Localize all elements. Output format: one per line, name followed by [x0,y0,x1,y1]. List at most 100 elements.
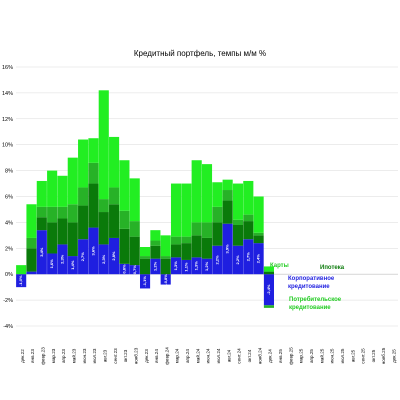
bar-segment [47,170,58,207]
bar-segment [26,248,37,272]
x-tick-label: дек.25 [392,349,397,363]
data-label: -2,4% [266,284,271,295]
data-label: 3,4% [39,247,44,257]
x-tick-label: февр.23 [41,347,46,365]
legend-entry: Потребительское [289,296,342,303]
bar-segment [181,259,192,275]
bar-segment [232,224,244,246]
bar-segment [160,258,171,275]
y-tick-label: -4% [3,324,13,330]
bar-segment [191,257,202,275]
x-tick-label: июн.23 [82,348,87,363]
chart-title: Кредитный портфель, темпы м/м % [134,49,266,58]
data-label: -1,0% [18,275,23,286]
bar-segment [88,162,99,184]
bar-segment [78,239,89,275]
y-tick-label: 0% [5,272,13,278]
bar-segment [119,228,130,264]
data-label: -1,1% [142,276,147,287]
x-tick-label: дек.23 [144,349,149,363]
bar-segment [181,183,192,237]
data-label: 0,8% [121,264,126,274]
bar-segment [160,256,171,259]
x-tick-label: янв.25 [278,349,283,363]
bar-segment [201,164,213,223]
data-label: 0,7% [132,265,137,275]
y-axis: -4% -2% 0% 2% 4% 6% 8% 10% 12% 14% 16% [2,65,13,330]
x-tick-label: май.25 [318,348,324,363]
x-tick-label: февр.24 [164,347,169,365]
bar-segment [67,222,78,257]
bar-segment [129,265,140,275]
x-tick-label: дек.22 [20,349,25,363]
bar-segment [67,256,78,275]
bar-segment [109,187,120,205]
bar-segment [88,227,99,275]
x-tick-label: июн.25 [330,348,335,363]
x-tick-label: июл.24 [216,348,221,363]
x-tick-label: нояб.25 [381,347,386,364]
bar-segment [47,253,58,275]
bar-segment [16,265,27,275]
x-tick-label: мар.24 [175,348,180,363]
x-tick-label: окт.25 [371,349,376,362]
bar-segment [201,258,213,275]
data-label: 2,7% [245,252,250,262]
y-tick-label: 12% [2,117,13,123]
bar-segment [150,245,161,259]
y-tick-label: 4% [5,220,13,226]
bar-segment [109,237,120,275]
y-tick-label: 10% [2,143,13,149]
x-tick-label: нояб.24 [257,347,262,364]
bar-segment [98,90,109,200]
bar-segment [212,182,223,207]
data-label: 2,8% [111,251,116,261]
bar-segment [243,180,254,215]
data-label: 1,2% [204,261,209,271]
bar-segment [139,256,151,259]
bar-segment [232,245,244,275]
x-tick-label: апр.24 [185,349,190,363]
bar-segment [243,221,254,240]
bar-segment [201,237,213,259]
bar-segment [98,244,109,275]
bar-segment [263,274,275,306]
x-tick-label: сент.25 [361,348,366,364]
x-tick-label: авг.25 [350,349,355,362]
data-label: 2,2% [214,255,219,265]
x-tick-label: сент.24 [237,348,242,364]
legend-entry: кредитование [289,305,331,311]
bar-segment [78,139,89,188]
data-label: 2,7% [80,252,85,262]
bar-segment [57,244,68,275]
bar-segment [67,204,78,223]
bar-segment [160,274,171,285]
bar-segment [129,178,140,222]
bar-segment [170,244,182,258]
bar-segment [222,223,233,275]
data-label: 2,3% [60,254,65,264]
data-label: 2,3% [101,254,106,264]
bar-segment [109,136,120,188]
x-tick-label: янв.24 [154,349,159,363]
bar-segment [212,222,223,246]
bar-segment [119,263,130,275]
data-label: 2,2% [235,255,240,265]
bar-segment [36,180,47,207]
y-tick-label: 8% [5,169,13,175]
legend: Карты Ипотека Корпоративное кредитование Пот… [270,263,345,311]
bar-segment [263,266,275,272]
x-axis: дек.22 янв.23 февр.23 мар.23 апр.23 май.23 июн… [20,347,397,365]
bar-segment [139,274,151,289]
bar-segment [88,138,99,163]
bar-segment [253,196,264,233]
x-tick-label: янв.23 [30,349,35,363]
x-tick-label: июн.24 [206,348,211,363]
data-label: 1,1% [183,262,188,272]
data-label: 1,2% [152,261,157,271]
bar-segment [150,230,161,241]
x-tick-label: апр.23 [61,349,66,363]
data-label: 1,6% [49,259,54,269]
bar-segment [243,214,254,222]
bar-segment [232,183,244,220]
